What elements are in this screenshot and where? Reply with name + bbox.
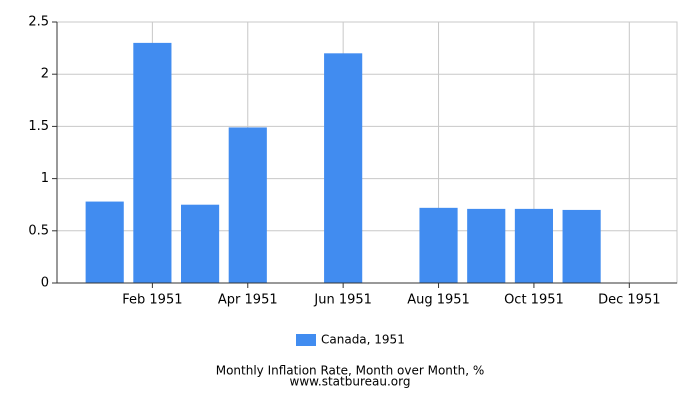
x-tick-label: Aug 1951 bbox=[407, 293, 470, 308]
bar bbox=[324, 53, 363, 283]
legend-label: Canada, 1951 bbox=[321, 333, 405, 347]
y-tick-label: 2.5 bbox=[28, 15, 49, 30]
chart-title: Monthly Inflation Rate, Month over Month… bbox=[216, 364, 485, 378]
x-tick-label: Apr 1951 bbox=[218, 293, 278, 308]
y-tick-label: 0.5 bbox=[28, 223, 49, 238]
y-tick-label: 2 bbox=[41, 67, 49, 82]
y-tick-label: 1.5 bbox=[28, 119, 49, 134]
bar bbox=[228, 127, 267, 283]
bar bbox=[562, 209, 601, 283]
y-tick-label: 0 bbox=[41, 276, 49, 291]
bar bbox=[467, 208, 506, 283]
bar bbox=[514, 208, 553, 283]
chart-source: www.statbureau.org bbox=[290, 375, 411, 389]
y-tick-label: 1 bbox=[41, 171, 49, 186]
x-tick-label: Dec 1951 bbox=[598, 293, 660, 308]
bar bbox=[419, 207, 458, 283]
bar bbox=[133, 42, 172, 283]
x-tick-label: Jun 1951 bbox=[313, 293, 372, 308]
legend-swatch bbox=[296, 334, 316, 346]
x-tick-label: Oct 1951 bbox=[504, 293, 564, 308]
bar bbox=[85, 201, 124, 283]
x-tick-label: Feb 1951 bbox=[122, 293, 182, 308]
bar bbox=[181, 204, 220, 283]
